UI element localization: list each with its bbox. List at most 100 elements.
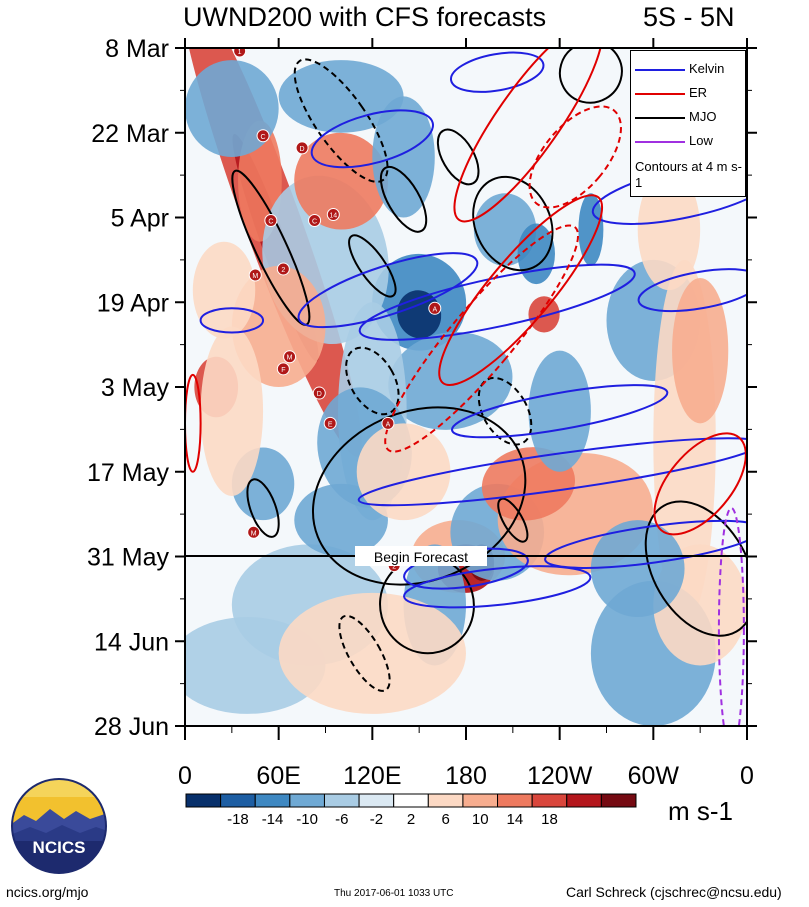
colorbar-label: -6 [335, 811, 348, 828]
legend-item-mjo: MJO [635, 109, 745, 127]
y-tick-label: 19 Apr [97, 289, 169, 317]
storm-marker: E [323, 416, 337, 430]
storm-marker-label: 2 [281, 267, 285, 274]
storm-marker-label: E [328, 421, 333, 428]
storm-marker: A [381, 416, 395, 430]
storm-marker-label: C [261, 134, 266, 141]
storm-marker-dot [256, 129, 270, 143]
storm-marker-dot [248, 268, 262, 282]
y-tick-label: 3 May [101, 374, 170, 402]
field-patch [372, 96, 435, 218]
legend-item-low: Low [635, 133, 745, 151]
contour-low [717, 507, 745, 726]
colorbar-label: 18 [541, 811, 558, 828]
contour-er [653, 432, 747, 536]
contour-er [438, 194, 604, 387]
storm-marker: D [295, 141, 309, 155]
storm-marker: M [283, 350, 297, 364]
storm-marker-label: D [317, 391, 322, 398]
field-patch [192, 241, 256, 339]
contour-kelvin [297, 252, 479, 329]
contour-mjo [246, 478, 280, 538]
contour-mjo [379, 165, 428, 233]
x-tick-label: 60W [628, 762, 680, 790]
footer-timestamp: Thu 2017-06-01 1033 UTC [334, 888, 454, 899]
storm-marker-dot [264, 214, 278, 228]
colorbar-label: 14 [507, 811, 524, 828]
storm-marker: A [428, 301, 442, 315]
contour-kelvin [357, 437, 747, 507]
storm-marker-dot [381, 416, 395, 430]
colorbar-swatch [531, 793, 568, 808]
contour-kelvin [451, 384, 669, 439]
colorbar-swatch [462, 793, 499, 808]
contour-kelvin [637, 268, 747, 313]
logo-mark: NCICS [11, 778, 107, 874]
contour-kelvin [403, 565, 592, 609]
colorbar-swatch [393, 793, 429, 808]
contour-mjo [497, 497, 529, 543]
legend-item-kelvin: Kelvin [635, 61, 745, 79]
contour-mjo [436, 128, 480, 186]
field-patch [388, 332, 513, 430]
field-patch [185, 60, 279, 157]
logo-text: NCICS [33, 838, 86, 857]
chart-title: UWND200 with CFS forecasts [183, 2, 547, 32]
colorbar-swatch [289, 793, 325, 808]
legend-label-low: Low [689, 133, 713, 148]
legend-note: Contours at 4 m s-1 [635, 159, 742, 190]
legend-label-er: ER [689, 85, 708, 100]
contour-kelvin [199, 307, 265, 334]
storm-marker-dot [283, 350, 297, 364]
x-axis: 0 60E 120E 180 120W 60W 0 [178, 38, 754, 790]
legend-swatch-low [635, 141, 685, 143]
colorbar-swatch [566, 793, 602, 808]
storm-marker-label: C [312, 219, 317, 226]
storm-marker-dot [276, 362, 290, 376]
chart-subtitle: 5S - 5N [643, 2, 735, 32]
footer-author: Carl Schreck (cjschrec@ncsu.edu) [566, 884, 782, 900]
storm-marker-dot [308, 214, 322, 228]
storm-marker: C [256, 129, 270, 143]
storm-marker-label: M [251, 530, 257, 537]
contour-mjo [293, 58, 389, 183]
colorbar-swatch [358, 793, 395, 808]
colorbar-swatch [497, 793, 533, 808]
legend-item-er: ER [635, 85, 745, 103]
colorbar-label: 2 [407, 811, 415, 828]
y-tick-label: 14 Jun [94, 628, 169, 656]
storm-marker: M [247, 525, 261, 539]
begin-forecast-label: Begin Forecast [374, 549, 468, 565]
contour-mjo [558, 48, 623, 104]
contour-kelvin [310, 109, 434, 169]
y-tick-label: 8 Mar [105, 35, 169, 63]
x-tick-label: 60E [256, 762, 300, 790]
forecast-label-bg [355, 546, 487, 566]
colorbar-swatch [600, 793, 637, 808]
storm-marker: 14 [326, 207, 340, 221]
contour-mjo [338, 614, 391, 692]
y-tick-label: 31 May [87, 544, 169, 572]
colorbar-label: -14 [262, 811, 284, 828]
contour-er [384, 224, 580, 453]
storm-marker-dot [326, 207, 340, 221]
colorbar-label: -18 [227, 811, 249, 828]
field-patch [356, 423, 451, 521]
storm-marker: C [308, 214, 322, 228]
storm-marker: M [248, 268, 262, 282]
storm-marker-label: 14 [329, 212, 337, 219]
storm-marker-dot [323, 416, 337, 430]
field-patch [672, 278, 729, 424]
field-patch [528, 296, 560, 333]
legend-swatch-er [635, 93, 685, 95]
x-tick-label: 120W [527, 762, 593, 790]
colorbar-label: 10 [472, 811, 489, 828]
x-tick-label: 0 [178, 762, 192, 790]
storm-marker: D [312, 386, 326, 400]
x-tick-label: 180 [445, 762, 487, 790]
field-patch [528, 350, 591, 472]
storm-marker-label: C [268, 219, 273, 226]
storm-marker-label: M [287, 355, 293, 362]
